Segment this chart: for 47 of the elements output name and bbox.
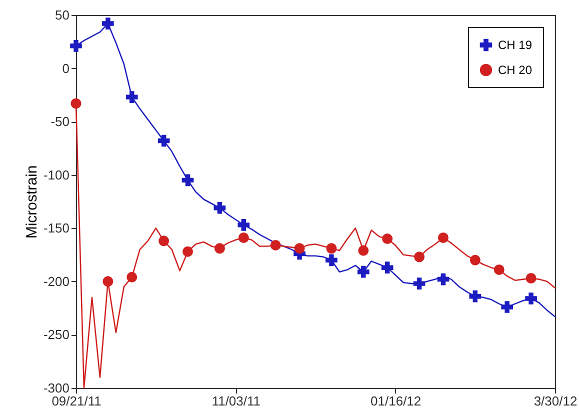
point — [126, 272, 138, 282]
x-tick-label: 09/21/11 — [52, 394, 102, 408]
point — [438, 232, 448, 243]
y-tick-label: 50 — [55, 8, 70, 22]
point — [525, 292, 537, 304]
point — [414, 252, 425, 262]
y-axis-title: Microstrain — [23, 165, 40, 239]
x-tick-label: 11/03/11 — [212, 394, 261, 408]
point — [413, 278, 426, 290]
point — [70, 98, 82, 109]
point — [437, 273, 450, 286]
x-tick-label: 01/16/12 — [370, 394, 422, 408]
point — [158, 134, 170, 147]
point — [238, 219, 250, 231]
point — [326, 254, 338, 266]
point — [182, 174, 194, 186]
point — [494, 264, 504, 275]
point — [270, 240, 281, 250]
point — [102, 18, 114, 30]
point — [182, 246, 194, 257]
point — [326, 243, 337, 254]
point — [381, 262, 394, 274]
point — [214, 202, 226, 214]
y-tick-label: -200 — [43, 274, 70, 289]
y-tick-label: -150 — [43, 220, 70, 236]
point — [358, 245, 369, 256]
y-tick-label: 0 — [62, 60, 70, 76]
y-tick-label: -100 — [43, 167, 70, 182]
y-tick-label: -300 — [43, 380, 70, 396]
point — [158, 236, 170, 246]
point — [238, 232, 249, 243]
point — [294, 243, 305, 254]
point — [214, 243, 225, 254]
y-tick-label: -250 — [43, 327, 70, 342]
point — [126, 91, 138, 103]
point — [382, 234, 393, 244]
legend-label: CH 20 — [498, 63, 532, 77]
point — [501, 301, 514, 313]
x-tick-label: 3/30/12 — [534, 394, 578, 408]
y-tick-label: -50 — [50, 114, 70, 130]
point — [70, 40, 82, 52]
point — [526, 273, 536, 284]
point — [102, 276, 114, 287]
point — [357, 266, 370, 278]
legend-label: CH 19 — [498, 38, 532, 52]
point — [470, 254, 480, 266]
point — [469, 290, 482, 302]
